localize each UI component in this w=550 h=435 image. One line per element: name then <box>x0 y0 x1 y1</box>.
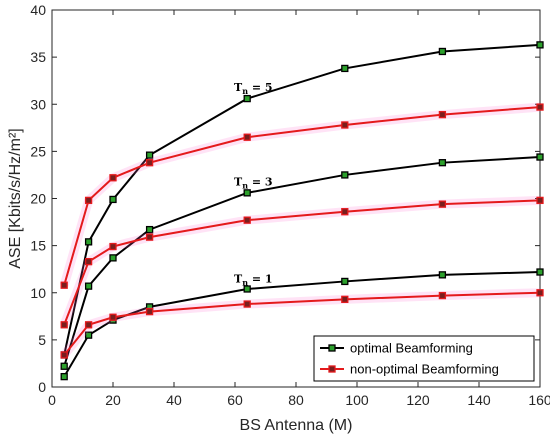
data-point <box>145 159 154 167</box>
data-point <box>109 242 117 251</box>
plot-frame <box>51 9 541 388</box>
data-point <box>145 233 154 241</box>
x-tick-label: 40 <box>166 392 182 408</box>
data-point <box>536 153 544 161</box>
legend-swatch-marker <box>328 344 336 352</box>
y-tick-label: 20 <box>30 191 46 207</box>
y-tick-label: 5 <box>38 332 46 348</box>
data-point <box>438 110 447 119</box>
data-point <box>341 208 349 216</box>
x-tick-label: 100 <box>345 392 369 408</box>
series-line <box>63 156 541 367</box>
data-point <box>243 133 251 141</box>
series-annotation: Tn = 3 <box>234 175 273 190</box>
data-point <box>438 47 447 56</box>
data-point <box>341 64 349 73</box>
data-point <box>243 94 251 103</box>
y-tick-label: 35 <box>30 49 46 65</box>
data-point <box>84 196 93 205</box>
data-point <box>60 321 68 329</box>
series-non-optimal-Tn=3 <box>60 195 544 329</box>
x-tick-label: 160 <box>528 392 550 408</box>
data-point <box>341 121 349 129</box>
y-tick-label: 10 <box>30 285 46 301</box>
annotation-layer: Tn = 5 Tn = 3 Tn = 1 <box>234 81 273 287</box>
series-annotation: Tn = 5 <box>234 81 273 96</box>
data-point <box>60 351 68 359</box>
y-tick-label: 40 <box>30 2 46 18</box>
data-point <box>243 216 251 224</box>
x-tick-label: 80 <box>288 392 304 408</box>
data-point <box>243 300 251 308</box>
x-tick-label: 0 <box>48 392 56 408</box>
data-point <box>438 200 447 208</box>
data-point <box>145 151 154 159</box>
data-point <box>109 254 117 262</box>
data-point <box>341 295 349 303</box>
legend-label: non-optimal Beamforming <box>350 362 499 377</box>
data-point <box>536 196 544 205</box>
data-point <box>341 171 349 179</box>
data-point <box>536 289 544 297</box>
y-tick-label: 15 <box>30 238 46 254</box>
series-non-optimal-Tn=1 <box>60 288 544 359</box>
legend-label: optimal Beamforming <box>350 341 473 356</box>
data-point <box>84 257 93 266</box>
data-point <box>536 268 544 276</box>
y-tick-label: 30 <box>30 96 46 112</box>
data-point <box>341 277 349 286</box>
data-point <box>536 41 544 49</box>
series-non-optimal-Tn=5 <box>59 102 544 289</box>
plot-border <box>51 9 541 388</box>
series-layer <box>59 41 544 381</box>
data-point <box>109 195 117 204</box>
series-line <box>63 199 541 326</box>
x-axis-label: BS Antenna (M) <box>240 417 353 434</box>
legend-item: optimal Beamforming <box>320 341 473 356</box>
data-point <box>60 281 68 289</box>
data-point <box>438 159 447 167</box>
data-point <box>84 321 93 329</box>
y-tick-label: 25 <box>30 143 46 159</box>
legend: optimal Beamforming non-optimal Beamformi… <box>313 335 535 382</box>
data-point <box>438 271 447 279</box>
data-point <box>84 282 93 290</box>
data-point <box>536 103 544 111</box>
data-point <box>60 372 68 381</box>
data-point <box>243 189 251 197</box>
series-line <box>63 43 541 356</box>
y-tick-label: 0 <box>38 379 46 395</box>
data-point <box>109 313 117 321</box>
series-line <box>63 106 541 286</box>
data-point <box>109 174 117 182</box>
data-point <box>84 331 93 339</box>
series-optimal-Tn=3 <box>60 153 544 370</box>
series-line <box>63 271 541 378</box>
legend-item: non-optimal Beamforming <box>320 362 499 377</box>
series-halo <box>59 102 541 287</box>
x-tick-label: 60 <box>227 392 243 408</box>
x-tick-label: 140 <box>467 392 491 408</box>
x-axis: 0 20 40 60 80 100 120 140 160 <box>48 10 550 408</box>
data-point <box>243 285 251 293</box>
legend-swatch-marker <box>328 365 336 373</box>
series-halo <box>60 195 541 327</box>
data-point <box>84 238 93 246</box>
series-annotation: Tn = 1 <box>234 272 273 287</box>
y-axis: 0 5 10 15 20 25 30 35 40 <box>30 2 540 395</box>
data-point <box>60 362 68 370</box>
series-line <box>63 291 541 356</box>
x-tick-label: 120 <box>406 392 430 408</box>
y-axis-label: ASE [Kbits/s/Hz/m²] <box>7 128 24 268</box>
data-point <box>438 291 447 300</box>
data-point <box>145 307 154 316</box>
x-tick-label: 20 <box>105 392 121 408</box>
series-optimal-Tn=1 <box>60 268 544 381</box>
legend-box <box>313 335 535 382</box>
data-point <box>145 225 154 234</box>
